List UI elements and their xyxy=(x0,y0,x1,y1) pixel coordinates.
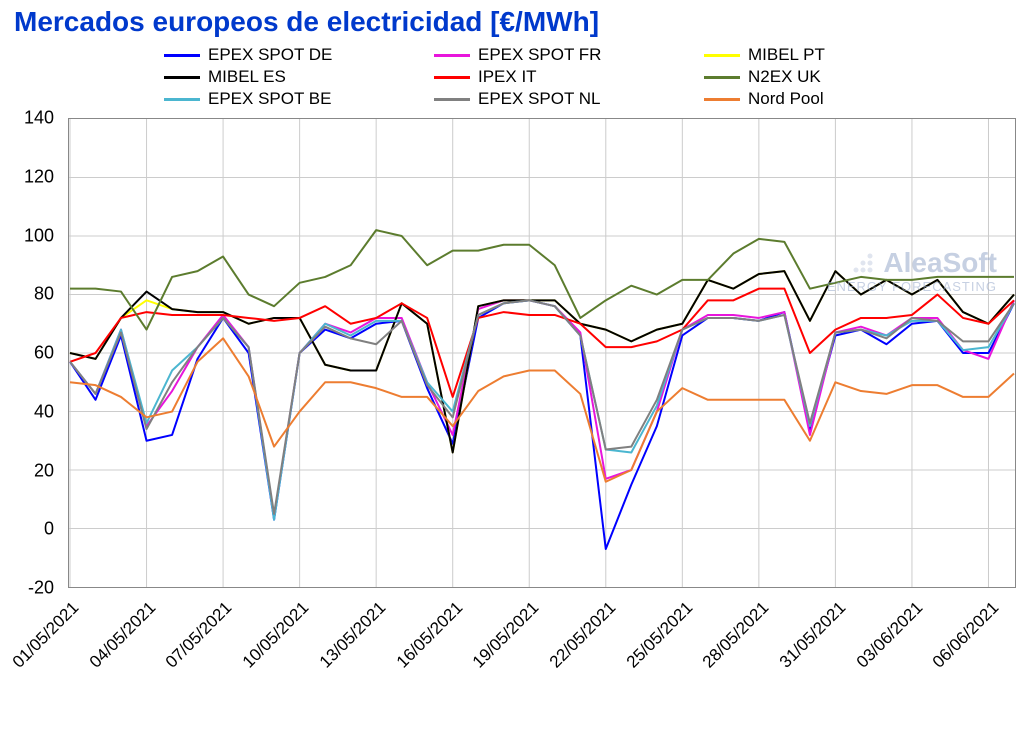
x-tick-label: 03/06/2021 xyxy=(853,598,927,672)
legend-swatch xyxy=(704,76,740,79)
watermark-text: AleaSoft xyxy=(883,249,997,277)
legend-label: N2EX UK xyxy=(748,67,821,87)
chart-container: Mercados europeos de electricidad [€/MWh… xyxy=(0,0,1024,731)
y-tick-label: 140 xyxy=(0,108,54,129)
legend-item: N2EX UK xyxy=(704,66,974,88)
legend-item: MIBEL ES xyxy=(164,66,434,88)
legend-swatch xyxy=(704,54,740,57)
legend-label: MIBEL ES xyxy=(208,67,286,87)
y-tick-label: 100 xyxy=(0,225,54,246)
y-tick-label: 40 xyxy=(0,401,54,422)
watermark: AleaSoft xyxy=(849,249,997,277)
series-line xyxy=(70,338,1014,481)
x-tick-label: 31/05/2021 xyxy=(776,598,850,672)
legend-item: EPEX SPOT BE xyxy=(164,88,434,110)
y-tick-label: 80 xyxy=(0,284,54,305)
x-tick-label: 04/05/2021 xyxy=(86,598,160,672)
legend-label: EPEX SPOT FR xyxy=(478,45,601,65)
legend-item: EPEX SPOT DE xyxy=(164,44,434,66)
legend-swatch xyxy=(164,54,200,57)
legend: EPEX SPOT DE EPEX SPOT FR MIBEL PT MIBEL ES… xyxy=(164,44,974,110)
legend-item: MIBEL PT xyxy=(704,44,974,66)
y-tick-label: 0 xyxy=(0,519,54,540)
series-line xyxy=(70,271,1014,452)
y-tick-label: -20 xyxy=(0,578,54,599)
legend-label: IPEX IT xyxy=(478,67,537,87)
x-tick-label: 13/05/2021 xyxy=(316,598,390,672)
chart-title: Mercados europeos de electricidad [€/MWh… xyxy=(14,6,599,38)
x-tick-label: 10/05/2021 xyxy=(239,598,313,672)
series-line xyxy=(70,289,1014,397)
y-tick-label: 20 xyxy=(0,460,54,481)
x-axis: 01/05/202104/05/202107/05/202110/05/2021… xyxy=(68,590,1016,730)
legend-swatch xyxy=(434,54,470,57)
legend-item: EPEX SPOT NL xyxy=(434,88,704,110)
legend-item: EPEX SPOT FR xyxy=(434,44,704,66)
legend-label: EPEX SPOT DE xyxy=(208,45,332,65)
legend-item: Nord Pool xyxy=(704,88,974,110)
y-tick-label: 120 xyxy=(0,166,54,187)
x-tick-label: 06/06/2021 xyxy=(929,598,1003,672)
y-axis: -20020406080100120140 xyxy=(0,118,60,588)
x-tick-label: 28/05/2021 xyxy=(699,598,773,672)
plot-svg xyxy=(69,119,1015,587)
legend-swatch xyxy=(434,98,470,101)
legend-swatch xyxy=(434,76,470,79)
x-tick-label: 01/05/2021 xyxy=(9,598,83,672)
series-line xyxy=(70,271,1014,452)
x-tick-label: 16/05/2021 xyxy=(392,598,466,672)
plot-area: AleaSoft ENERGY FORECASTING xyxy=(68,118,1016,588)
x-tick-label: 19/05/2021 xyxy=(469,598,543,672)
legend-label: EPEX SPOT BE xyxy=(208,89,331,109)
x-tick-label: 07/05/2021 xyxy=(162,598,236,672)
legend-swatch xyxy=(164,76,200,79)
legend-swatch xyxy=(704,98,740,101)
legend-swatch xyxy=(164,98,200,101)
watermark-subtext: ENERGY FORECASTING xyxy=(827,279,997,294)
legend-item: IPEX IT xyxy=(434,66,704,88)
legend-label: MIBEL PT xyxy=(748,45,825,65)
legend-label: Nord Pool xyxy=(748,89,824,109)
y-tick-label: 60 xyxy=(0,343,54,364)
legend-label: EPEX SPOT NL xyxy=(478,89,601,109)
watermark-logo-icon xyxy=(849,249,877,277)
x-tick-label: 22/05/2021 xyxy=(546,598,620,672)
x-tick-label: 25/05/2021 xyxy=(622,598,696,672)
series-line xyxy=(70,300,1014,549)
